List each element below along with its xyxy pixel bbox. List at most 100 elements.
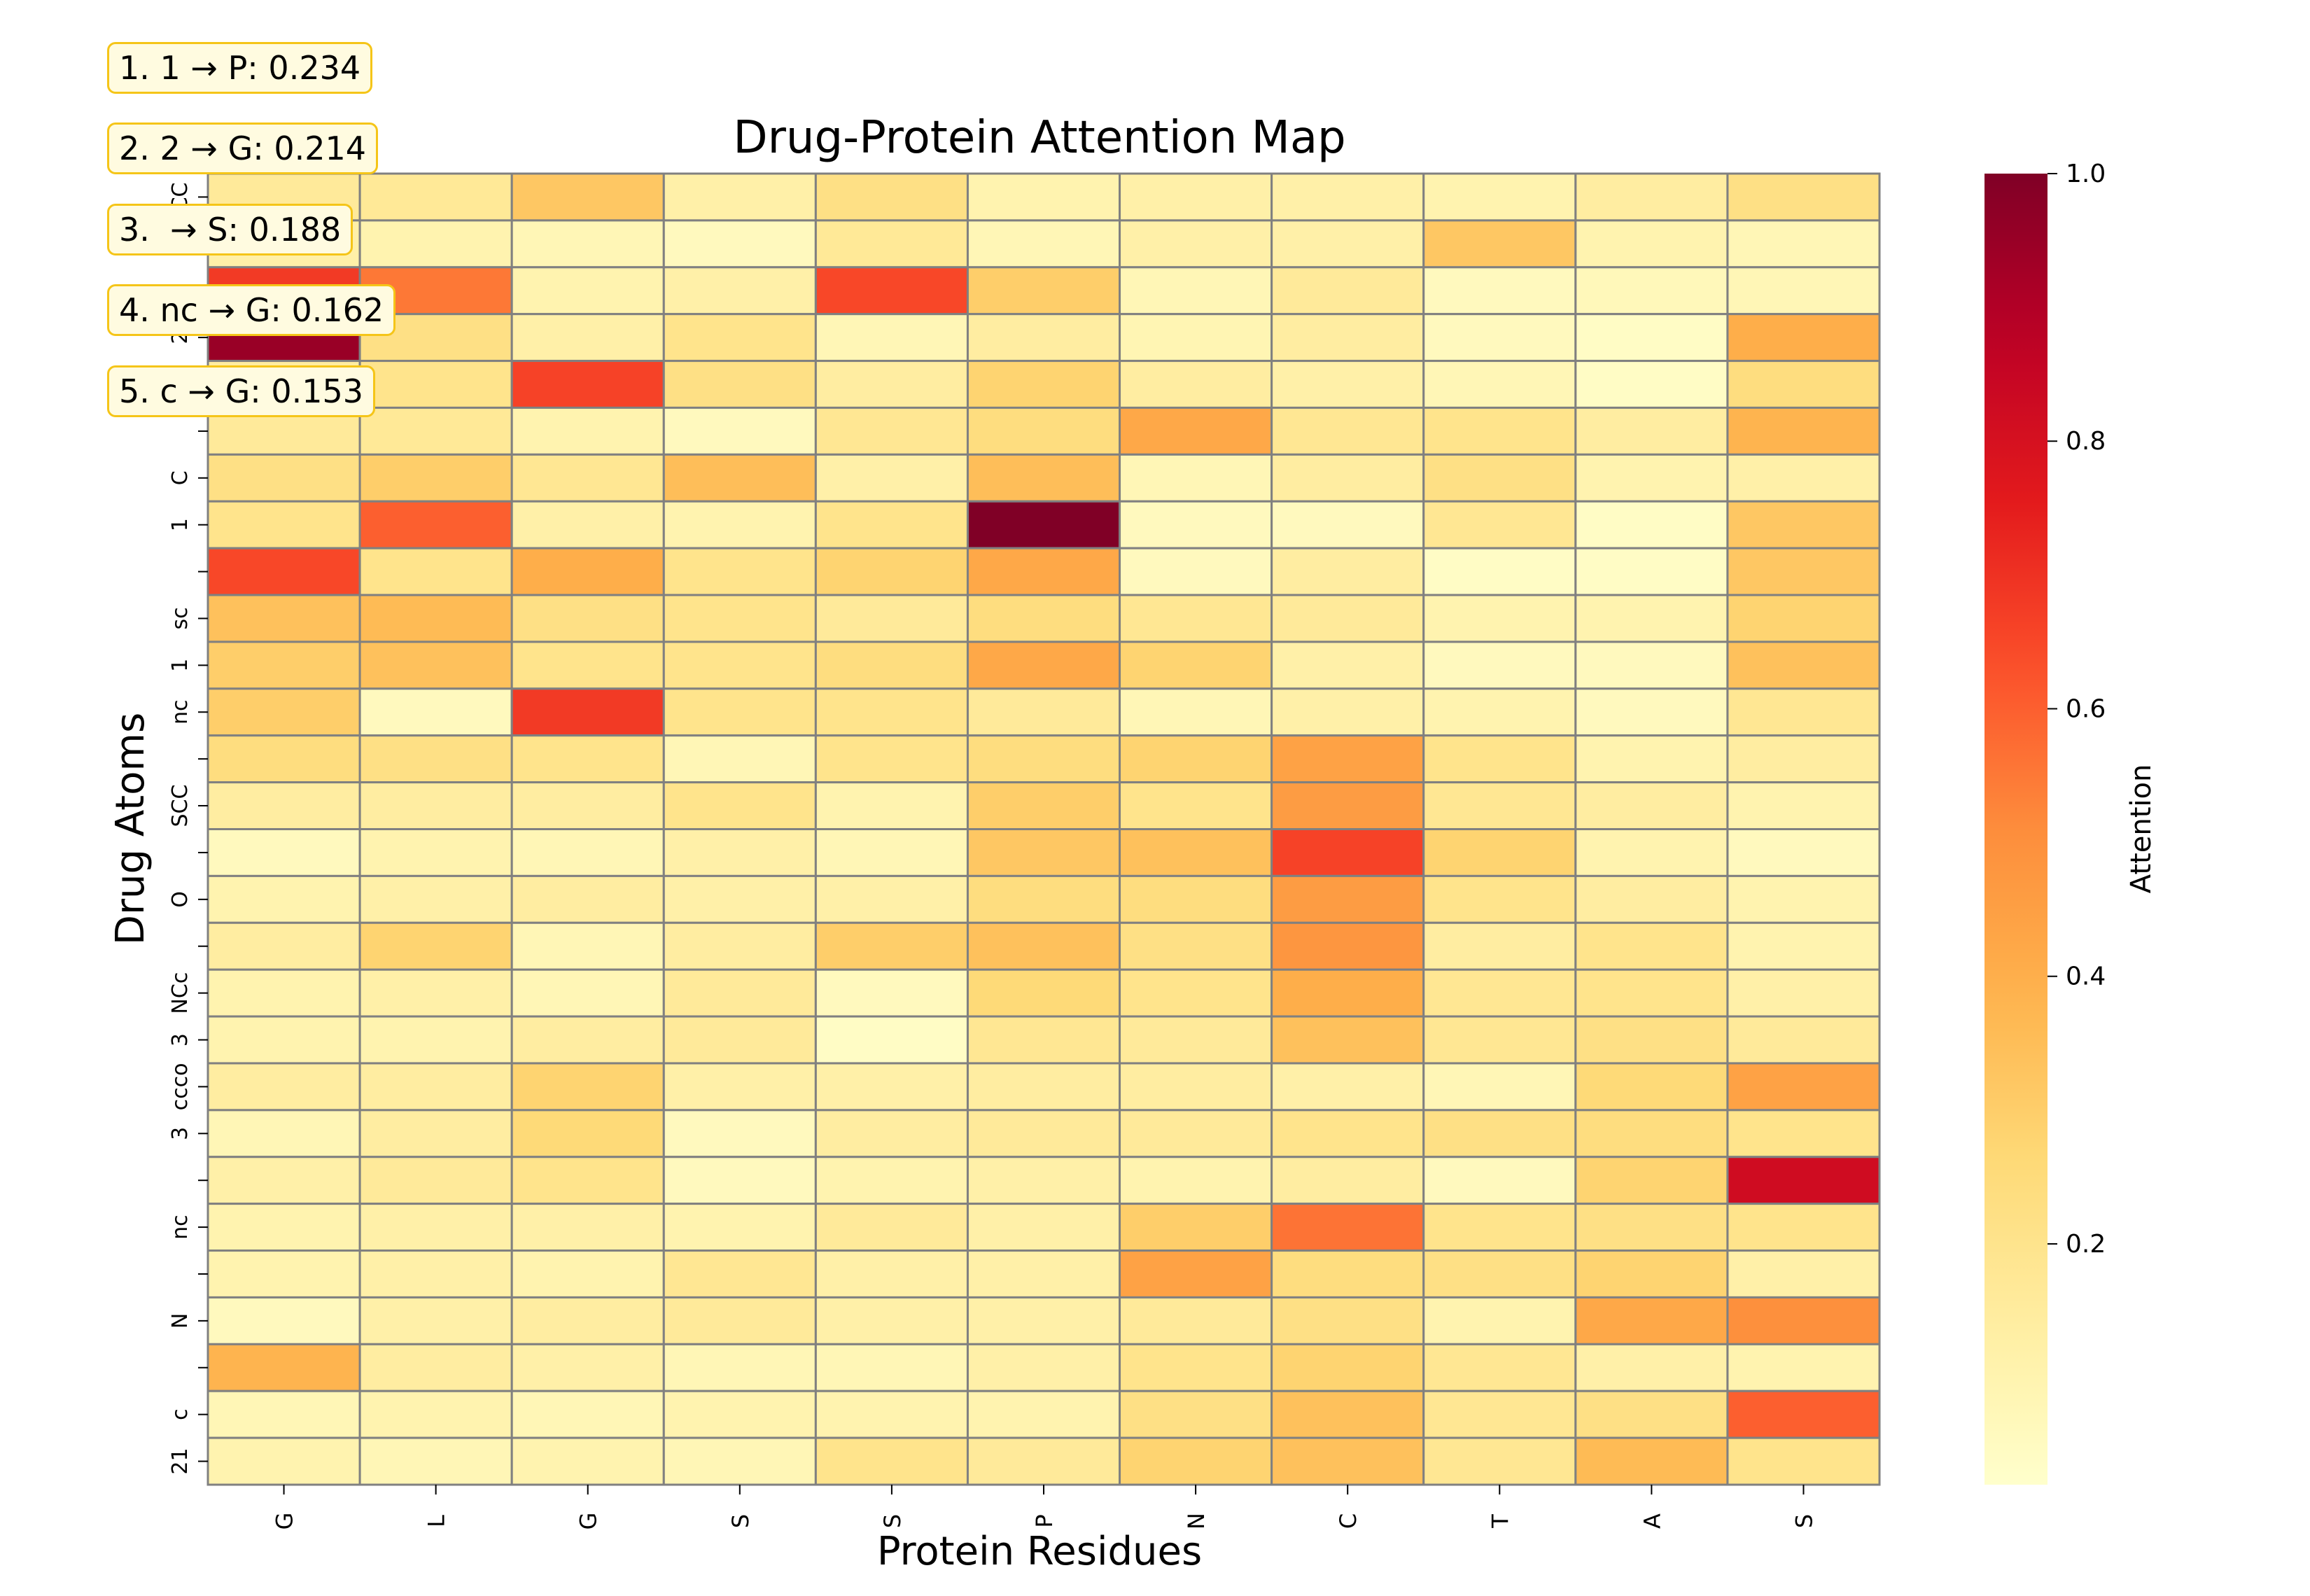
heatmap-cell (206, 1109, 361, 1158)
heatmap-cells (206, 172, 1881, 1486)
heatmap-cell (510, 1156, 665, 1205)
heatmap-cell (1270, 687, 1425, 737)
heatmap-cell (662, 1250, 817, 1298)
heatmap-cell (358, 1343, 513, 1392)
colorbar-tick-label: 0.6 (2066, 694, 2106, 723)
heatmap-cell (1726, 219, 1881, 269)
heatmap-cell (662, 687, 817, 737)
heatmap-cell (814, 1436, 969, 1486)
heatmap-cell (1422, 360, 1577, 409)
colorbar-tick-label: 1.0 (2066, 160, 2106, 188)
y-tick-label: NCc (168, 972, 192, 1014)
heatmap-cell (1422, 1109, 1577, 1158)
heatmap-cell (1726, 406, 1881, 456)
heatmap-cell (1119, 1296, 1273, 1345)
heatmap-cell (358, 1109, 513, 1158)
colorbar (1984, 174, 2047, 1485)
heatmap-cell (662, 453, 817, 503)
heatmap-cell (1726, 1343, 1881, 1392)
heatmap-cell (1422, 1015, 1577, 1065)
heatmap-cell (1119, 360, 1273, 409)
heatmap-cell (1270, 547, 1425, 596)
heatmap-cell (1726, 921, 1881, 971)
heatmap-cell (358, 921, 513, 971)
heatmap-cell (1270, 968, 1425, 1018)
heatmap-cell (1119, 968, 1273, 1018)
annotation-box: 4. nc → G: 0.162 (107, 284, 396, 336)
heatmap-cell (966, 1390, 1121, 1439)
heatmap-cell (966, 1109, 1121, 1158)
heatmap-cell (206, 1156, 361, 1205)
heatmap-cell (510, 219, 665, 269)
heatmap-cell (1574, 781, 1729, 831)
heatmap-cell (510, 500, 665, 550)
heatmap-cell (662, 360, 817, 409)
heatmap-cell (1422, 1062, 1577, 1112)
heatmap-cell (510, 1250, 665, 1298)
heatmap-cell (966, 313, 1121, 363)
x-tick-label: S (727, 1514, 754, 1528)
heatmap-cell (358, 406, 513, 456)
heatmap-cell (206, 968, 361, 1018)
heatmap-cell (1574, 1296, 1729, 1345)
heatmap-cell (814, 734, 969, 784)
heatmap-cell (510, 640, 665, 690)
heatmap-cell (1270, 360, 1425, 409)
heatmap-cell (662, 781, 817, 831)
heatmap-cell (662, 1343, 817, 1392)
heatmap-cell (1574, 1109, 1729, 1158)
heatmap-cell (1574, 500, 1729, 550)
heatmap-cell (1270, 734, 1425, 784)
y-tick-label: 1 (168, 518, 192, 531)
heatmap-cell (814, 1343, 969, 1392)
heatmap-cell (814, 594, 969, 643)
heatmap-cell (1270, 500, 1425, 550)
heatmap-cell (1726, 1250, 1881, 1298)
heatmap-cell (510, 921, 665, 971)
heatmap-cell (206, 1062, 361, 1112)
heatmap-cell (1422, 406, 1577, 456)
heatmap-cell (1726, 640, 1881, 690)
heatmap-cell (206, 828, 361, 877)
heatmap-cell (966, 594, 1121, 643)
heatmap-cell (966, 360, 1121, 409)
x-tick-label: G (272, 1513, 298, 1530)
heatmap-cell (206, 1296, 361, 1345)
heatmap-cell (1270, 594, 1425, 643)
heatmap-cell (1574, 172, 1729, 222)
heatmap-cell (966, 1062, 1121, 1112)
annotation-box: 5. c → G: 0.153 (107, 365, 376, 417)
heatmap-cell (1270, 1250, 1425, 1298)
heatmap-cell (1270, 219, 1425, 269)
heatmap-cell (1422, 594, 1577, 643)
heatmap-cell (966, 828, 1121, 877)
heatmap-cell (1574, 313, 1729, 363)
heatmap-cell (1726, 734, 1881, 784)
heatmap-cell (358, 1390, 513, 1439)
colorbar-tick-label: 0.8 (2066, 427, 2106, 456)
heatmap-cell (662, 1062, 817, 1112)
heatmap-cell (1270, 406, 1425, 456)
heatmap-cell (1422, 172, 1577, 222)
heatmap-cell (510, 1109, 665, 1158)
x-tick-label: S (1791, 1514, 1817, 1528)
heatmap-cell (510, 781, 665, 831)
heatmap-cell (1574, 828, 1729, 877)
heatmap-cell (510, 172, 665, 222)
heatmap-cell (966, 1296, 1121, 1345)
x-tick-label: P (1031, 1514, 1058, 1527)
heatmap-cell (1270, 1156, 1425, 1205)
heatmap-cell (966, 406, 1121, 456)
heatmap-cell (1422, 266, 1577, 316)
heatmap-cell (1422, 1296, 1577, 1345)
heatmap-cell (1422, 547, 1577, 596)
heatmap-cell (1574, 360, 1729, 409)
heatmap-cell (662, 874, 817, 924)
heatmap-cell (358, 1062, 513, 1112)
heatmap-cell (1270, 781, 1425, 831)
heatmap-cell (814, 406, 969, 456)
heatmap-cell (1270, 921, 1425, 971)
heatmap-cell (662, 640, 817, 690)
heatmap-cell (1119, 781, 1273, 831)
heatmap-cell (1422, 313, 1577, 363)
